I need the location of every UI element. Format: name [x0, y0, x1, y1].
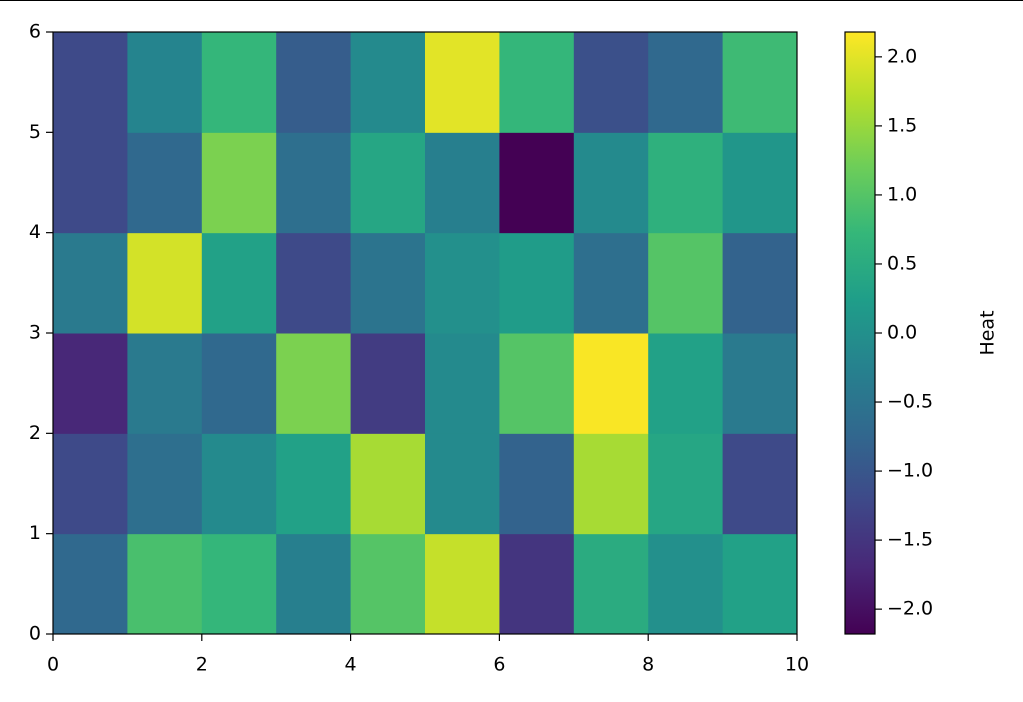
colorbar-tick-label: 0.0	[887, 322, 917, 344]
heatmap-cell	[53, 333, 128, 434]
heatmap-cell	[425, 132, 500, 234]
heatmap-cell	[648, 32, 724, 133]
heatmap-cell	[276, 232, 352, 334]
heatmap-cell	[53, 433, 128, 535]
heatmap-cell	[573, 533, 649, 635]
heatmap-cell	[127, 132, 203, 234]
heatmap-cell	[350, 533, 426, 635]
heatmap-cell	[201, 32, 277, 133]
heatmap-cell	[127, 333, 203, 434]
heatmap-cell	[573, 333, 649, 434]
heatmap-cell	[722, 32, 798, 133]
x-tick-label: 2	[196, 654, 208, 676]
heatmap-cell	[722, 433, 798, 535]
heatmap-cell	[53, 132, 128, 234]
heatmap-cell	[53, 533, 128, 635]
heatmap-cell	[350, 333, 426, 434]
heatmap-cell	[573, 433, 649, 535]
heatmap-cell	[499, 32, 575, 133]
heatmap-cell	[499, 132, 575, 234]
heatmap-cell	[350, 32, 426, 133]
heatmap-cell	[499, 533, 575, 635]
heatmap-cell	[127, 32, 203, 133]
heatmap-cell	[573, 32, 649, 133]
heatmap-cell	[201, 433, 277, 535]
heatmap-cell	[425, 433, 500, 535]
heatmap-cell	[648, 232, 724, 334]
heatmap-cell	[722, 333, 798, 434]
heatmap-cell	[350, 132, 426, 234]
heatmap-cell	[648, 333, 724, 434]
heatmap-cell	[53, 32, 128, 133]
heatmap-cell	[127, 533, 203, 635]
heatmap-cell	[350, 433, 426, 535]
heatmap-cell	[722, 232, 798, 334]
x-tick-label: 4	[345, 654, 357, 676]
y-tick-label: 5	[29, 121, 41, 143]
heatmap-cell	[648, 433, 724, 535]
heatmap-cell	[276, 32, 352, 133]
heatmap-cell	[201, 132, 277, 234]
colorbar-tick-label: 2.0	[887, 45, 917, 67]
heatmap-cell	[425, 533, 500, 635]
heatmap-cell	[425, 333, 500, 434]
heatmap-cell	[722, 533, 798, 635]
heatmap-cell	[425, 32, 500, 133]
heatmap-cell	[573, 232, 649, 334]
colorbar-tick-label: 0.5	[887, 252, 917, 274]
heatmap-cell	[350, 232, 426, 334]
heatmap-cell	[127, 433, 203, 535]
heatmap-cell	[648, 533, 724, 635]
heatmap-cell	[276, 533, 352, 635]
colorbar-tick-label: 1.0	[887, 183, 917, 205]
colorbar-tick-label: −2.0	[887, 598, 933, 620]
heatmap-cell	[201, 333, 277, 434]
heatmap-cell	[53, 232, 128, 334]
x-tick-label: 8	[642, 654, 654, 676]
colorbar-tick-label: −1.5	[887, 529, 933, 551]
colorbar-tick-label: 1.5	[887, 114, 917, 136]
heatmap-cell	[722, 132, 798, 234]
y-tick-label: 0	[29, 623, 41, 645]
y-tick-label: 2	[29, 422, 41, 444]
heatmap-cell	[425, 232, 500, 334]
heatmap-cell	[127, 232, 203, 334]
heatmap-cell	[276, 433, 352, 535]
x-tick-label: 0	[47, 654, 59, 676]
heatmap-cell	[276, 333, 352, 434]
heatmap-cell	[499, 433, 575, 535]
colorbar	[844, 31, 876, 635]
x-tick-label: 6	[493, 654, 505, 676]
colorbar-tick-label: −1.0	[887, 460, 933, 482]
heatmap-cell	[499, 232, 575, 334]
heatmap-cell	[648, 132, 724, 234]
x-tick-label: 10	[785, 654, 809, 676]
heatmap-cell	[573, 132, 649, 234]
y-tick-label: 4	[29, 221, 41, 243]
y-tick-label: 6	[29, 21, 41, 43]
heatmap-cell	[499, 333, 575, 434]
colorbar-label: Heat	[977, 310, 999, 355]
y-tick-label: 3	[29, 322, 41, 344]
heatmap-cell	[276, 132, 352, 234]
colorbar-tick-label: −0.5	[887, 391, 933, 413]
y-tick-label: 1	[29, 522, 41, 544]
heatmap-cell	[201, 533, 277, 635]
heatmap-cell	[201, 232, 277, 334]
